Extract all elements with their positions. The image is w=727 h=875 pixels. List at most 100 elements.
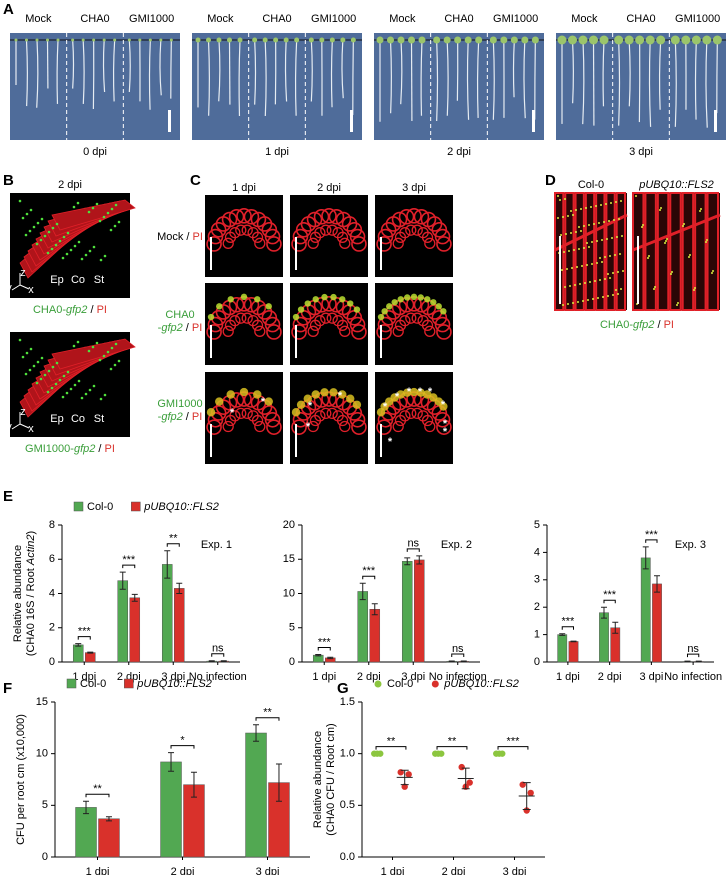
legend-label: Col-0 — [387, 678, 413, 690]
cotyledon — [670, 35, 680, 45]
significance-label: *** — [78, 626, 92, 638]
bacteria — [603, 221, 605, 223]
error-bar — [600, 606, 607, 619]
bacteria — [712, 270, 714, 272]
bacteria — [50, 386, 54, 390]
bacteria — [559, 199, 561, 201]
bacteria — [55, 361, 59, 365]
cell — [266, 236, 282, 252]
bacteria — [584, 282, 586, 284]
cell — [392, 325, 404, 337]
panel-letter: D — [545, 172, 556, 189]
significance-label: ** — [448, 736, 457, 748]
y-tick-label: 0.5 — [340, 799, 355, 811]
label: Co — [71, 413, 85, 425]
cotyledon — [578, 35, 588, 45]
cell — [326, 407, 338, 420]
caption-part: Col-0 — [578, 179, 604, 191]
cell — [320, 224, 332, 236]
point — [523, 807, 530, 814]
caption-part: CHA0- — [33, 304, 66, 316]
bacteria — [58, 239, 62, 243]
error-bar — [559, 633, 566, 636]
cotyledon — [35, 38, 39, 42]
bacteria — [557, 217, 559, 219]
cell — [206, 236, 222, 252]
colonization — [416, 388, 425, 397]
bacteria — [711, 272, 713, 274]
seedling — [389, 39, 392, 114]
bacteria — [620, 200, 622, 202]
cell — [235, 224, 247, 236]
caption-part: / — [95, 443, 104, 455]
cotyledon — [568, 35, 577, 45]
significance-bracket — [561, 626, 575, 630]
cell — [406, 208, 422, 224]
bacteria — [568, 250, 570, 252]
bar — [414, 559, 425, 663]
cell — [405, 224, 417, 236]
time-label: 3 dpi — [629, 146, 653, 158]
cell — [229, 315, 241, 327]
error-bar — [75, 643, 82, 647]
bacteria — [103, 254, 107, 258]
significance-label: *** — [603, 589, 617, 601]
y-axis-label: CFU per root cm (x10,000) — [15, 714, 27, 845]
bacteria — [618, 218, 620, 220]
column-label: CHA0 — [80, 13, 109, 25]
bacteria — [61, 256, 65, 260]
bacteria — [95, 341, 99, 345]
bacteria — [617, 271, 619, 273]
cotyledon — [712, 35, 722, 45]
error-bar — [684, 660, 691, 663]
seedling — [512, 39, 515, 98]
caption-part: / — [87, 304, 96, 316]
bacteria — [659, 209, 661, 211]
column-label: CHA0 — [444, 13, 473, 25]
bacteria — [65, 252, 69, 256]
cell — [266, 419, 282, 435]
asterisk: * — [388, 436, 393, 448]
bacteria — [580, 230, 582, 232]
seedling — [571, 39, 574, 104]
caption-part: / — [183, 322, 192, 334]
seedling — [628, 39, 631, 107]
caption-part: gfp2 — [633, 319, 654, 331]
y-tick-label: 2 — [534, 601, 540, 613]
significance-label: *** — [561, 616, 575, 628]
seedling — [102, 39, 106, 93]
cotyledon — [113, 38, 117, 42]
bacteria — [114, 203, 118, 207]
cell — [243, 208, 260, 225]
y-tick-label: 0 — [534, 656, 540, 668]
cell — [235, 407, 247, 420]
y-tick-label: 2 — [49, 622, 55, 634]
plate-image — [10, 33, 180, 140]
cell — [228, 296, 245, 313]
legend-label: pUBQ10::FLS2 — [143, 501, 219, 513]
legend-marker — [131, 501, 141, 512]
asterisk: * — [443, 418, 448, 430]
cell — [436, 419, 452, 435]
cell — [436, 324, 452, 340]
bar — [117, 580, 129, 663]
bacteria — [570, 232, 572, 234]
cotyledon — [681, 35, 691, 45]
bacteria — [600, 204, 602, 206]
seedling — [602, 39, 605, 107]
error-bar — [448, 660, 455, 663]
cell — [411, 224, 423, 236]
colonization — [206, 408, 216, 417]
bar — [174, 588, 185, 663]
cotyledon — [521, 36, 529, 44]
seedling — [56, 39, 59, 104]
bacteria — [32, 225, 36, 229]
column-label: GMI1000 — [493, 13, 538, 25]
y-tick-label: 5 — [42, 799, 48, 811]
asterisk: * — [443, 426, 448, 438]
cell — [376, 236, 392, 252]
cotyledon — [102, 38, 106, 42]
cell — [434, 228, 451, 245]
cell — [206, 419, 222, 435]
